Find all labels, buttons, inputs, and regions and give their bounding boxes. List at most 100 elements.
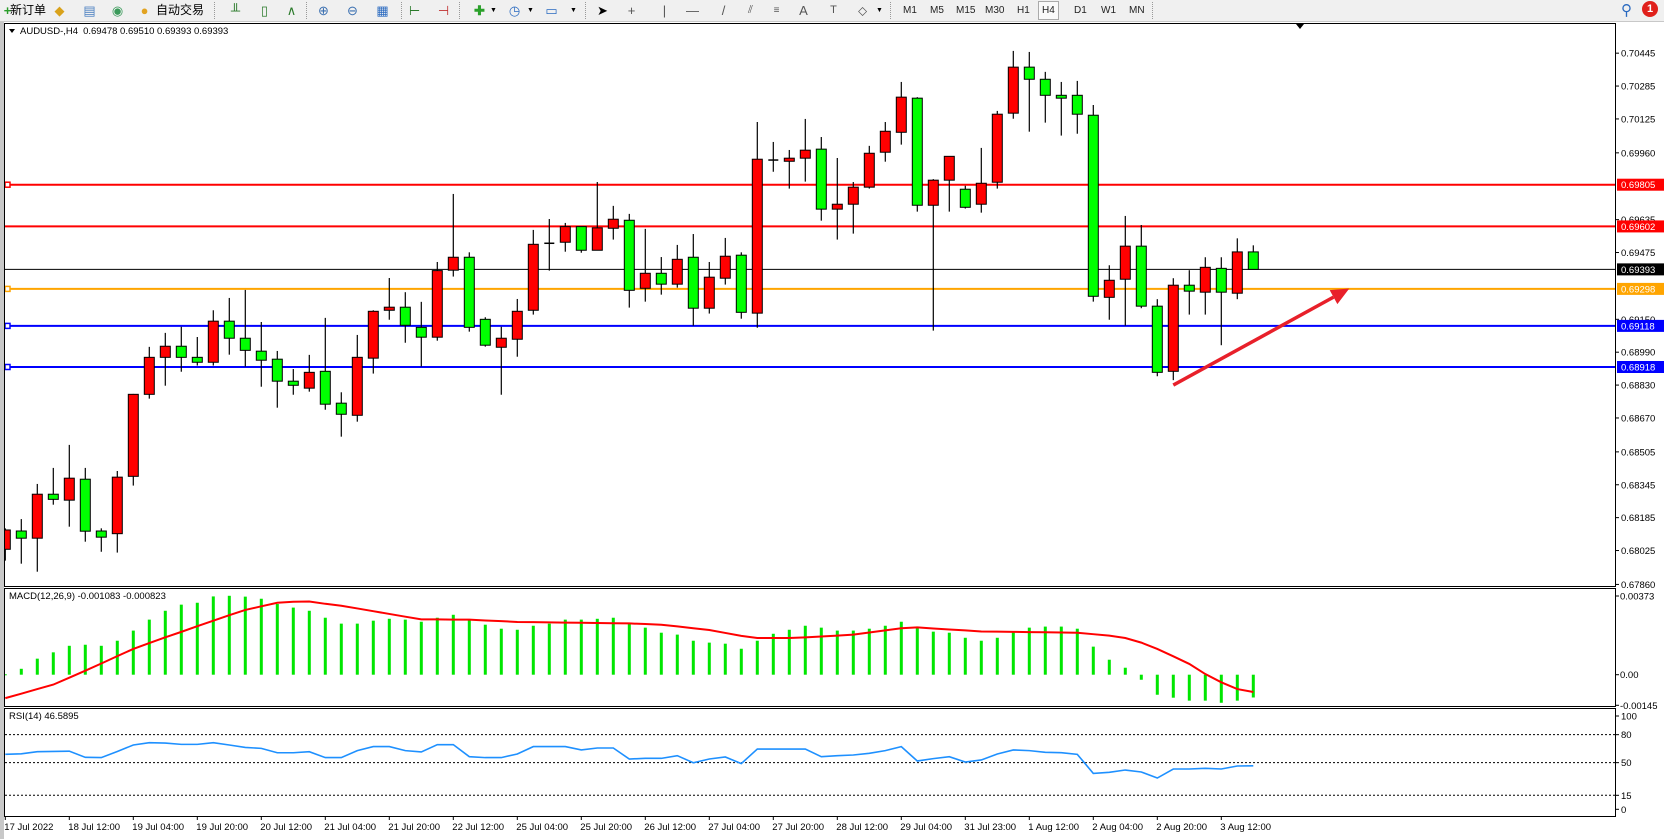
candle — [591, 182, 603, 251]
periods-dropdown[interactable]: ▼ — [527, 7, 534, 14]
candle — [623, 213, 635, 308]
periods-icon[interactable]: ◷ — [508, 3, 521, 18]
candlestick-icon[interactable]: ▯ — [260, 3, 269, 18]
price-level-label-bg — [1617, 263, 1664, 276]
candle — [783, 149, 795, 189]
time-axis-label: 25 Jul 04:00 — [516, 822, 568, 833]
candle — [879, 122, 891, 162]
cursor-icon[interactable]: ➤ — [597, 3, 608, 18]
time-axis-label: 26 Jul 12:00 — [644, 822, 696, 833]
notification-badge[interactable]: 1 — [1642, 1, 1658, 17]
toolbar-separator — [585, 2, 586, 19]
shapes-dropdown[interactable]: ▼ — [876, 7, 883, 14]
indicators-icon[interactable]: ✚ — [474, 3, 485, 18]
candle — [639, 228, 651, 302]
candle-body — [527, 243, 539, 311]
price-axis-label: 0.68830 — [1621, 381, 1655, 392]
timeframe-m15[interactable]: M15 — [956, 5, 976, 16]
search-icon[interactable]: ⚲ — [1621, 2, 1632, 19]
candle-body — [1135, 245, 1147, 307]
text-label-icon[interactable]: T — [830, 4, 837, 16]
indicators-dropdown[interactable]: ▼ — [490, 7, 497, 14]
macd-histogram-bar — [83, 644, 87, 675]
candle — [175, 326, 187, 372]
timeframe-m30[interactable]: M30 — [985, 5, 1005, 16]
candle-body — [1055, 94, 1067, 99]
autoscroll-icon[interactable]: ⊢ — [408, 3, 421, 18]
candle — [159, 332, 171, 386]
candle-body — [175, 345, 187, 358]
level-line-handle — [5, 181, 11, 188]
time-axis-label: 19 Jul 04:00 — [132, 822, 184, 833]
equidistant-channel-icon[interactable]: ⫽ — [748, 4, 753, 16]
templates-dropdown[interactable]: ▼ — [570, 7, 577, 14]
timeframe-m5[interactable]: M5 — [930, 5, 944, 16]
price-axis-label: 0.67860 — [1621, 580, 1655, 591]
macd-histogram-bar — [1139, 674, 1143, 680]
candle-body — [863, 152, 875, 188]
shapes-icon[interactable]: ⬦ — [857, 3, 868, 18]
candle — [815, 137, 827, 221]
new-order-button[interactable]: 新订单 — [10, 3, 47, 17]
price-axis-label: 0.70125 — [1621, 114, 1655, 125]
timeframe-w1[interactable]: W1 — [1101, 5, 1116, 16]
macd-histogram-bar — [547, 623, 551, 675]
line-chart-icon[interactable]: ∧ — [286, 3, 297, 18]
trendline-icon[interactable]: / — [721, 3, 726, 18]
trend-arrow-line — [1172, 295, 1335, 387]
candle-body — [191, 356, 203, 363]
toolbar-separator — [306, 2, 307, 19]
time-axis-label: 22 Jul 12:00 — [452, 822, 504, 833]
candle-body — [911, 97, 923, 206]
macd-histogram-bar — [995, 637, 999, 675]
macd-histogram-bar — [371, 620, 375, 675]
macd-panel — [4, 588, 1616, 707]
timeframe-d1[interactable]: D1 — [1074, 5, 1087, 16]
timeframe-mn[interactable]: MN — [1129, 5, 1145, 16]
text-icon[interactable]: A — [799, 3, 808, 18]
chart-shift-marker[interactable] — [1296, 24, 1304, 29]
candle — [447, 193, 459, 277]
candle — [511, 298, 523, 357]
bar-chart-icon[interactable]: ╨ — [230, 3, 241, 18]
crosshair-icon[interactable]: + — [627, 3, 636, 18]
macd-histogram-bar — [275, 604, 279, 675]
templates-icon[interactable]: ▭ — [545, 3, 558, 18]
navigator-icon[interactable]: ▤ — [83, 3, 96, 18]
symbol-dropdown-triangle[interactable] — [9, 29, 15, 33]
toolbar-separator — [401, 2, 402, 19]
candle-body — [751, 158, 763, 314]
candle-body — [1167, 284, 1179, 372]
auto-trading-button[interactable]: 自动交易 — [156, 3, 205, 17]
candle-body — [895, 96, 907, 133]
candle-body — [831, 203, 843, 210]
candle — [399, 292, 411, 343]
macd-axis-label: 0.00373 — [1620, 591, 1654, 602]
zoom-out-icon[interactable]: ⊖ — [347, 3, 358, 18]
candle-body — [607, 218, 619, 229]
price-level-label: 0.68918 — [1621, 362, 1655, 373]
candle-body — [127, 393, 139, 477]
timeframe-m1[interactable]: M1 — [903, 5, 917, 16]
signal-icon[interactable]: ◉ — [111, 3, 124, 18]
candle-body — [655, 272, 667, 285]
candle-body — [479, 318, 491, 346]
horizontal-line-icon[interactable]: — — [686, 3, 699, 18]
timeframe-h1[interactable]: H1 — [1017, 5, 1030, 16]
zoom-in-icon[interactable]: ⊕ — [318, 3, 329, 18]
metaeditor-icon[interactable]: ◆ — [54, 3, 65, 18]
price-axis-label: 0.68025 — [1621, 546, 1655, 557]
fibonacci-icon[interactable]: ≡ — [773, 5, 780, 16]
auto-trading-icon[interactable]: ● — [140, 3, 149, 18]
candle — [463, 252, 475, 332]
macd-histogram-bar — [419, 621, 423, 675]
candle-body — [1215, 267, 1227, 293]
chart-shift-icon[interactable]: ⊣ — [437, 3, 450, 18]
new-order-icon[interactable]: + — [3, 3, 12, 18]
vertical-line-icon[interactable]: | — [662, 3, 667, 18]
tile-windows-icon[interactable]: ▦ — [376, 3, 389, 18]
timeframe-h4[interactable]: H4 — [1038, 1, 1059, 20]
macd-histogram-bar — [1059, 626, 1063, 675]
candle-body — [1087, 114, 1099, 297]
